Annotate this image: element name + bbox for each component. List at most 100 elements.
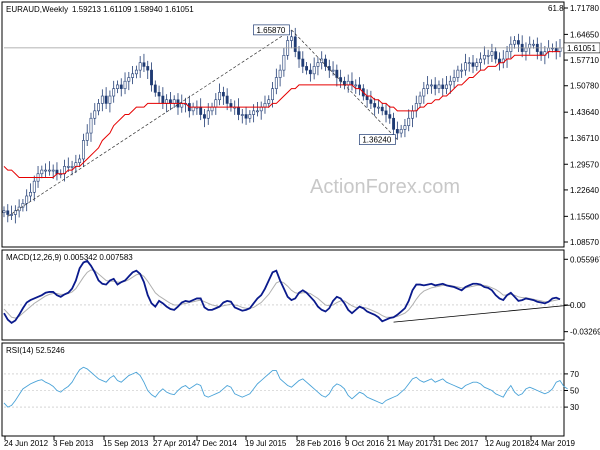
price-candle-body xyxy=(445,84,448,89)
price-candle-body xyxy=(308,69,312,75)
price-candle-body xyxy=(395,129,399,134)
price-candle-body xyxy=(452,77,456,82)
macd-trendline xyxy=(393,304,572,323)
x-tick-label: 12 Aug 2018 xyxy=(485,439,530,448)
price-candle-body xyxy=(165,99,169,104)
price-candle-body xyxy=(429,84,433,87)
price-candle-body xyxy=(524,47,528,52)
price-candle-body xyxy=(456,69,460,78)
price-candle-body xyxy=(229,103,233,108)
price-candle-body xyxy=(392,117,396,130)
corner-label: 61.8 xyxy=(548,4,564,13)
price-candle-body xyxy=(369,99,373,104)
price-candle-body xyxy=(214,99,218,108)
price-candle-body xyxy=(29,191,32,197)
price-candle-body xyxy=(240,114,244,116)
price-y-tick-label: 1.71780 xyxy=(570,4,599,13)
price-candle-body xyxy=(297,51,301,60)
price-candle-body xyxy=(259,106,263,112)
price-candle-body xyxy=(441,84,445,89)
price-candle-body xyxy=(248,114,252,119)
macd-line xyxy=(3,259,561,325)
moving-average-line xyxy=(3,51,560,178)
price-candle-body xyxy=(191,106,195,112)
price-y-tick-label: 1.36710 xyxy=(570,134,599,143)
price-candle-body xyxy=(426,84,430,89)
price-candle-body xyxy=(153,84,157,93)
price-candle-body xyxy=(134,69,138,75)
price-y-tick-label: 1.15500 xyxy=(570,212,599,221)
price-candle-body xyxy=(324,58,327,67)
price-candle-body xyxy=(237,106,240,115)
price-candle-body xyxy=(138,62,142,71)
price-candle-body xyxy=(505,51,509,60)
trendline-up-dashed xyxy=(7,29,292,217)
price-candle-body xyxy=(464,62,467,71)
price-candle-body xyxy=(13,210,17,215)
price-candle-body xyxy=(32,180,36,193)
last-price-box xyxy=(563,42,600,54)
price-candle-body xyxy=(490,51,494,56)
price-candle-body xyxy=(471,62,475,67)
price-candle-body xyxy=(350,80,354,86)
price-candle-body xyxy=(6,210,10,215)
price-candle-body xyxy=(532,43,535,46)
price-candle-body xyxy=(25,195,29,204)
price-candle-body xyxy=(513,40,517,45)
price-candle-body xyxy=(377,106,380,109)
price-candle-body xyxy=(418,95,422,104)
price-candle-body xyxy=(142,62,146,67)
price-candle-body xyxy=(528,43,532,49)
price-candle-body xyxy=(93,110,97,119)
price-candle-body xyxy=(498,58,501,64)
price-candle-body xyxy=(486,55,490,57)
rsi-y-tick-label: 50 xyxy=(570,387,579,396)
price-candle-body xyxy=(116,84,119,89)
x-tick-label: 3 Feb 2013 xyxy=(53,439,94,448)
price-candle-body xyxy=(85,132,89,141)
rsi-y-tick-label: 30 xyxy=(570,403,579,412)
ohlc-label: 1.59213 1.61109 1.58940 1.61051 xyxy=(72,5,194,14)
annotation-label: 1.65870 xyxy=(256,26,285,35)
price-candle-body xyxy=(312,66,316,75)
price-y-tick-label: 1.57710 xyxy=(570,56,599,65)
price-candle-body xyxy=(221,92,225,97)
price-candle-body xyxy=(433,84,437,89)
price-candle-body xyxy=(388,114,392,119)
price-candle-body xyxy=(316,62,320,67)
price-candle-body xyxy=(172,99,176,104)
price-candle-body xyxy=(320,58,324,64)
price-candle-body xyxy=(2,210,6,213)
price-candle-body xyxy=(516,40,520,45)
price-candle-body xyxy=(539,51,543,56)
price-candle-body xyxy=(373,103,377,108)
annotation-box xyxy=(253,24,290,36)
price-candle-body xyxy=(108,95,112,104)
x-tick-label: 19 Jul 2015 xyxy=(245,439,287,448)
x-tick-label: 21 May 2017 xyxy=(387,439,434,448)
price-candle-body xyxy=(475,62,479,67)
price-candle-body xyxy=(206,110,210,119)
price-candle-body xyxy=(305,66,309,71)
price-candle-body xyxy=(21,203,25,208)
price-y-tick-label: 1.50780 xyxy=(570,82,599,91)
price-candle-body xyxy=(448,80,452,86)
price-candle-body xyxy=(210,106,214,112)
price-candle-body xyxy=(422,88,426,97)
price-candle-body xyxy=(78,158,82,163)
x-tick-label: 24 Jun 2012 xyxy=(4,439,49,448)
price-candle-body xyxy=(51,169,55,172)
price-candle-body xyxy=(44,169,48,172)
annotation-label: 1.36240 xyxy=(362,136,391,145)
rsi-line xyxy=(3,366,568,408)
price-panel-frame xyxy=(1,1,565,248)
price-candle-body xyxy=(82,140,85,160)
price-candle-body xyxy=(293,36,297,52)
watermark: ActionForex.com xyxy=(310,176,460,198)
price-candle-body xyxy=(157,92,161,97)
price-candle-body xyxy=(399,129,403,134)
x-tick-label: 28 Feb 2016 xyxy=(296,439,341,448)
price-candle-body xyxy=(558,47,562,52)
price-candle-body xyxy=(358,84,361,89)
price-candle-body xyxy=(365,95,369,101)
